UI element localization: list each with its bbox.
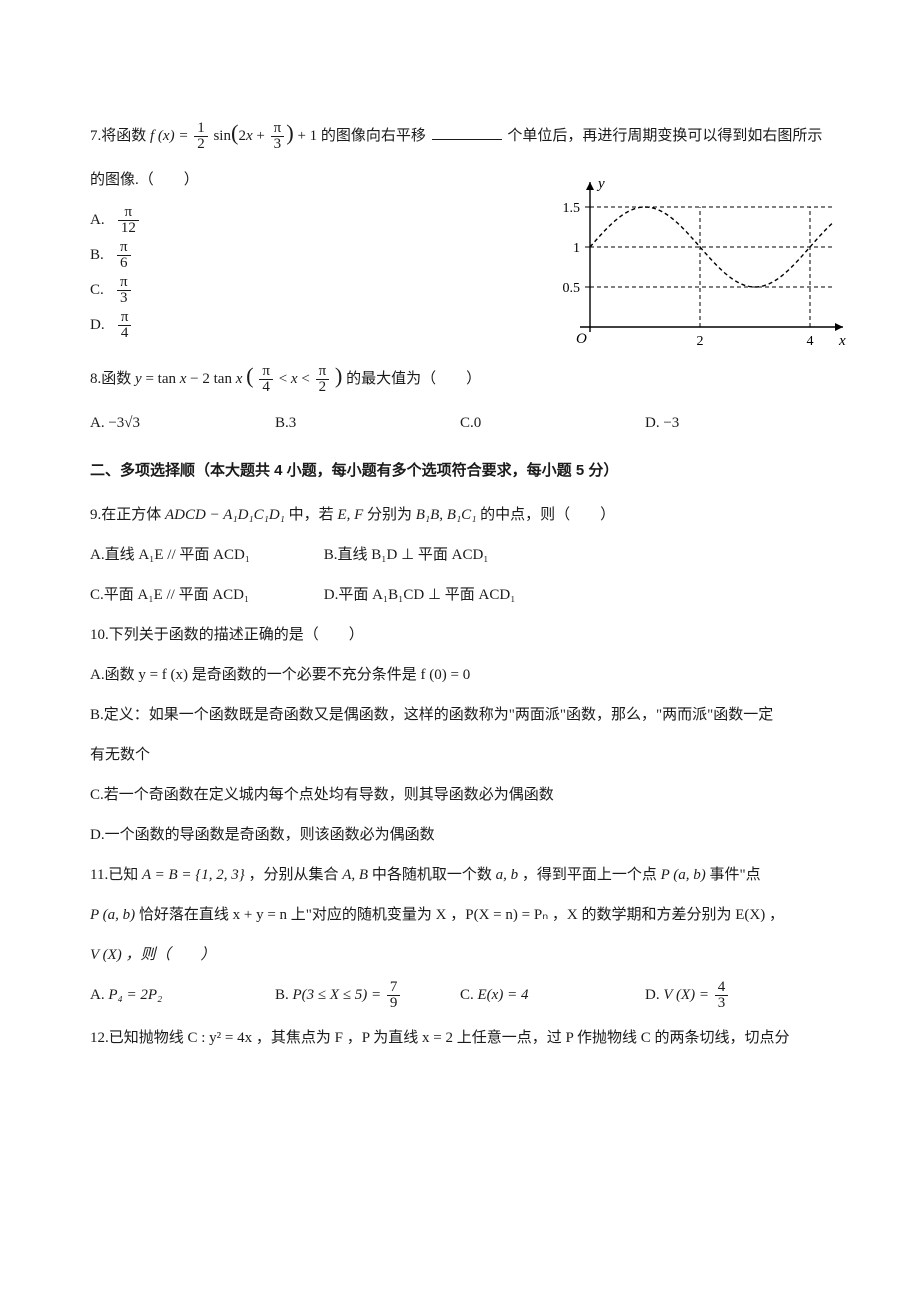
svg-text:y: y bbox=[596, 176, 605, 192]
q8-C: C.0 bbox=[460, 408, 645, 438]
section-2-title: 二、多项选择顺（本大题共 4 小题，每小题有多个选项符合要求，每小题 5 分） bbox=[90, 456, 830, 486]
question-10: 10.下列关于函数的描述正确的是（ ） bbox=[90, 620, 830, 650]
q11-A: A. P₄ = 2P₂ bbox=[90, 980, 275, 1011]
q7-fxlabel: f (x) = bbox=[150, 128, 192, 144]
q7-stem-prefix: 7.将函数 bbox=[90, 128, 146, 144]
q8-options: A. −3√3 B.3 C.0 D. −3 bbox=[90, 408, 830, 438]
q7-graph: 1.5 1 0.5 2 4 Ox y bbox=[510, 172, 860, 362]
svg-text:0.5: 0.5 bbox=[563, 281, 581, 296]
svg-text:O: O bbox=[576, 331, 587, 347]
question-11-l1: 11.已知 A = B = {1, 2, 3} ，分别从集合 A, B 中各随机… bbox=[90, 860, 830, 890]
svg-text:x: x bbox=[838, 333, 846, 349]
graph-svg: 1.5 1 0.5 2 4 Ox y bbox=[510, 172, 860, 362]
svg-text:1: 1 bbox=[573, 241, 580, 256]
q7-blank bbox=[432, 126, 502, 141]
q7-optA: A. π12 bbox=[90, 205, 290, 236]
q7-optC: C. π3 bbox=[90, 275, 290, 306]
q10-B2: 有无数个 bbox=[90, 740, 830, 770]
q11-C: C. E(x) = 4 bbox=[460, 980, 645, 1011]
q7-phase: π 3 bbox=[271, 121, 285, 152]
question-9: 9.在正方体 ADCD − A₁D₁C₁D₁ 中，若 E, F 分别为 B₁B,… bbox=[90, 500, 830, 530]
q10-A: A.函数 y = f (x) 是奇函数的一个必要不充分条件是 f (0) = 0 bbox=[90, 660, 830, 690]
q8-A: A. −3√3 bbox=[90, 408, 275, 438]
q9-row1: A.直线 A₁E // 平面 ACD₁ B.直线 B₁D ⊥ 平面 ACD₁ bbox=[90, 540, 830, 570]
q11-B: B. P(3 ≤ X ≤ 5) = 79 bbox=[275, 980, 460, 1011]
q10-C: C.若一个奇函数在定义城内每个点处均有导数，则其导函数必为偶函数 bbox=[90, 780, 830, 810]
question-7: 7.将函数 f (x) = 1 2 sin(2x + π 3 ) + 1 的图像… bbox=[90, 110, 830, 155]
q10-D: D.一个函数的导函数是奇函数，则该函数必为偶函数 bbox=[90, 820, 830, 850]
q7-optD: D. π4 bbox=[90, 310, 290, 341]
question-11-l2: P (a, b) 恰好落在直线 x + y = n 上"对应的随机变量为 X ，… bbox=[90, 900, 830, 930]
q8-D: D. −3 bbox=[645, 408, 830, 438]
q8-B: B.3 bbox=[275, 408, 460, 438]
q7-stem-tail: 个单位后，再进行周期变换可以得到如右图所示 bbox=[507, 128, 822, 144]
question-12: 12.已知抛物线 C : y² = 4x ，其焦点为 F ，P 为直线 x = … bbox=[90, 1023, 830, 1053]
q11-D: D. V (X) = 43 bbox=[645, 980, 830, 1011]
q7-options: A. π12 B. π6 C. π3 D. π4 bbox=[90, 205, 290, 341]
q9-row2: C.平面 A₁E // 平面 ACD₁ D.平面 A₁B₁CD ⊥ 平面 ACD… bbox=[90, 580, 830, 610]
q7-stem-mid: 的图像向右平移 bbox=[321, 128, 426, 144]
svg-text:4: 4 bbox=[807, 334, 814, 349]
q11-options: A. P₄ = 2P₂ B. P(3 ≤ X ≤ 5) = 79 C. E(x)… bbox=[90, 980, 830, 1011]
svg-text:2: 2 bbox=[697, 334, 704, 349]
q7-sin: sin bbox=[213, 128, 231, 144]
svg-text:1.5: 1.5 bbox=[563, 201, 581, 216]
q10-B: B.定义：如果一个函数既是奇函数又是偶函数，这样的函数称为"两面派"函数，那么，… bbox=[90, 700, 830, 730]
q7-optB: B. π6 bbox=[90, 240, 290, 271]
question-11-l3: V (X) ，则（ ） bbox=[90, 940, 830, 970]
q7-coef: 1 2 bbox=[194, 121, 208, 152]
